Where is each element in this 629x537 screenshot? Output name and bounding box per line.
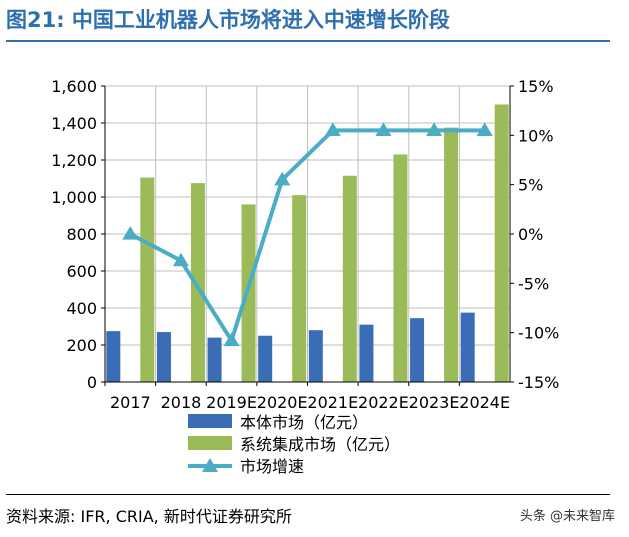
y-left-tick-label: 200 bbox=[66, 336, 97, 355]
x-tick-label: 2017 bbox=[110, 393, 151, 412]
bar-0-1 bbox=[156, 332, 171, 382]
x-tick-label: 2019E bbox=[206, 393, 257, 412]
bar-1-0 bbox=[140, 177, 155, 382]
y-right-tick-label: -10% bbox=[518, 324, 559, 343]
y-right-tick-label: -5% bbox=[518, 274, 549, 293]
legend-label-1: 系统集成市场（亿元） bbox=[240, 435, 400, 454]
legend-swatch-1 bbox=[188, 436, 232, 450]
growth-marker-6 bbox=[426, 122, 443, 136]
growth-marker-3 bbox=[274, 171, 291, 186]
bar-1-3 bbox=[292, 195, 307, 382]
growth-marker-4 bbox=[324, 122, 341, 136]
bar-1-5 bbox=[393, 154, 408, 382]
bar-0-2 bbox=[207, 337, 222, 382]
bar-1-7 bbox=[494, 104, 509, 382]
source-divider bbox=[6, 494, 610, 495]
title-divider bbox=[6, 40, 610, 42]
bars bbox=[106, 104, 509, 382]
figure-title: 图21: 中国工业机器人市场将进入中速增长阶段 bbox=[6, 8, 450, 32]
legend: 本体市场（亿元） 系统集成市场（亿元） 市场增速 bbox=[188, 413, 400, 476]
y-left-tick-label: 0 bbox=[87, 373, 97, 392]
y-left-tick-label: 1,400 bbox=[51, 114, 97, 133]
x-tick-label: 2018 bbox=[161, 393, 202, 412]
legend-label-0: 本体市场（亿元） bbox=[240, 413, 368, 432]
growth-line bbox=[122, 122, 493, 347]
y-right-tick-label: 5% bbox=[518, 176, 543, 195]
y-left-tick-label: 1,200 bbox=[51, 151, 97, 170]
watermark: 头条 @未来智库 bbox=[519, 509, 615, 524]
growth-marker-2 bbox=[223, 332, 240, 347]
y-right-tick-label: 10% bbox=[518, 126, 554, 145]
legend-label-2: 市场增速 bbox=[240, 457, 304, 476]
bar-0-3 bbox=[258, 335, 273, 382]
source-note: 资料来源: IFR, CRIA, 新时代证券研究所 bbox=[6, 507, 292, 526]
legend-swatch-0 bbox=[188, 414, 232, 428]
y-left-tick-label: 600 bbox=[66, 262, 97, 281]
growth-marker-1 bbox=[172, 252, 189, 267]
bar-0-0 bbox=[106, 331, 121, 382]
x-tick-label: 2021E bbox=[307, 393, 358, 412]
growth-marker-7 bbox=[476, 122, 493, 136]
growth-marker-0 bbox=[122, 226, 139, 240]
x-tick-label: 2024E bbox=[459, 393, 510, 412]
y-left-tick-label: 1,000 bbox=[51, 188, 97, 207]
x-tick-label: 2023E bbox=[409, 393, 460, 412]
y-right-tick-label: -15% bbox=[518, 373, 559, 392]
bar-0-5 bbox=[359, 324, 374, 382]
y-left-tick-label: 800 bbox=[66, 225, 97, 244]
y-right-tick-label: 15% bbox=[518, 77, 554, 96]
legend-marker-2 bbox=[202, 458, 218, 472]
bar-1-1 bbox=[190, 183, 205, 382]
bar-1-4 bbox=[342, 175, 357, 382]
x-tick-label: 2022E bbox=[358, 393, 409, 412]
bar-0-4 bbox=[308, 330, 323, 382]
bar-0-6 bbox=[410, 318, 425, 382]
bar-0-7 bbox=[460, 312, 475, 382]
growth-line-path bbox=[129, 128, 485, 343]
y-right-tick-label: 0% bbox=[518, 225, 543, 244]
growth-marker-5 bbox=[375, 122, 392, 136]
x-tick-label: 2020E bbox=[257, 393, 308, 412]
bar-1-6 bbox=[444, 127, 459, 382]
y-left-tick-label: 1,600 bbox=[51, 77, 97, 96]
y-left-tick-label: 400 bbox=[66, 299, 97, 318]
axes: 0 200 400 600 800 1,000 1,200 1,400 1,600 -15% -10… bbox=[51, 77, 559, 412]
gridlines bbox=[105, 85, 510, 383]
